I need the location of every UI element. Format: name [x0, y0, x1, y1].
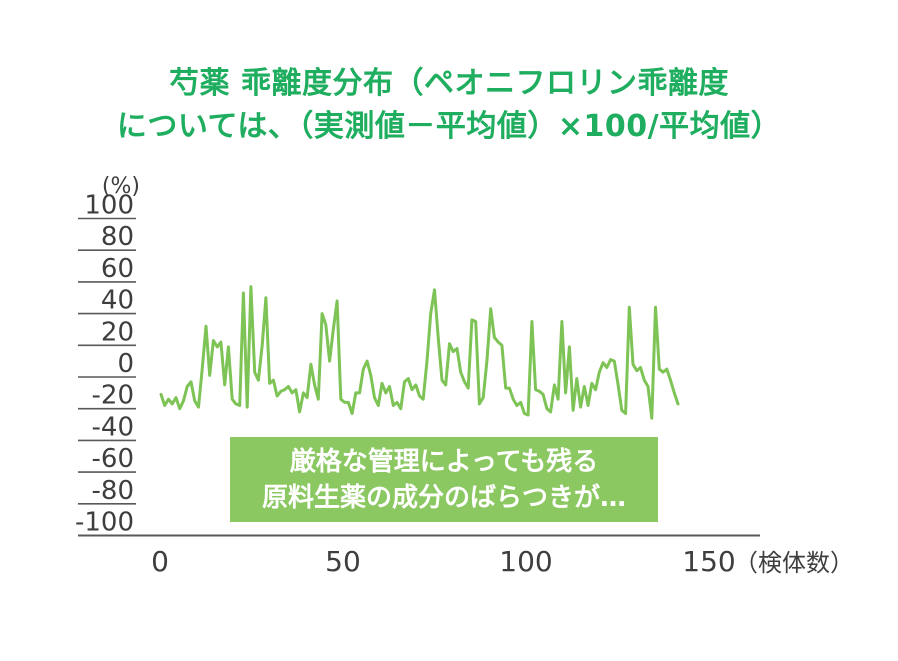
- x-tick-label: 0: [151, 545, 169, 578]
- y-tick-label: 80: [101, 222, 134, 252]
- x-tick-label: 50: [325, 545, 361, 578]
- y-tick-label: 40: [101, 286, 134, 316]
- x-axis-unit-label: （検体数）: [734, 549, 854, 577]
- chart-title-line1: 芍薬 乖離度分布（ペオニフロリン乖離度: [169, 66, 729, 101]
- chart-title: 芍薬 乖離度分布（ペオニフロリン乖離度 については、（実測値－平均値）×100/…: [0, 62, 898, 148]
- y-axis-unit-label: (%): [102, 174, 140, 199]
- y-tick-label: -60: [92, 444, 134, 474]
- y-tick-label: 100: [84, 191, 134, 221]
- y-tick-label: 20: [101, 317, 134, 347]
- annotation-box: 厳格な管理によっても残る 原料生薬の成分のばらつきが…: [230, 437, 658, 522]
- y-tick-label: 0: [117, 349, 134, 379]
- chart-title-line2: については、（実測値－平均値）×100/平均値）: [116, 109, 782, 144]
- annotation-line1: 厳格な管理によっても残る: [289, 446, 599, 477]
- annotation-line2: 原料生薬の成分のばらつきが…: [261, 482, 626, 513]
- x-tick-label: 100: [499, 545, 552, 578]
- x-tick-label: 150: [682, 545, 735, 578]
- y-tick-label: -100: [75, 508, 134, 538]
- y-tick-label: -40: [92, 412, 134, 442]
- y-tick-label: -20: [92, 381, 134, 411]
- deviation-series-line: [159, 285, 680, 420]
- y-tick-label: 60: [101, 254, 134, 284]
- y-tick-label: -80: [92, 476, 134, 506]
